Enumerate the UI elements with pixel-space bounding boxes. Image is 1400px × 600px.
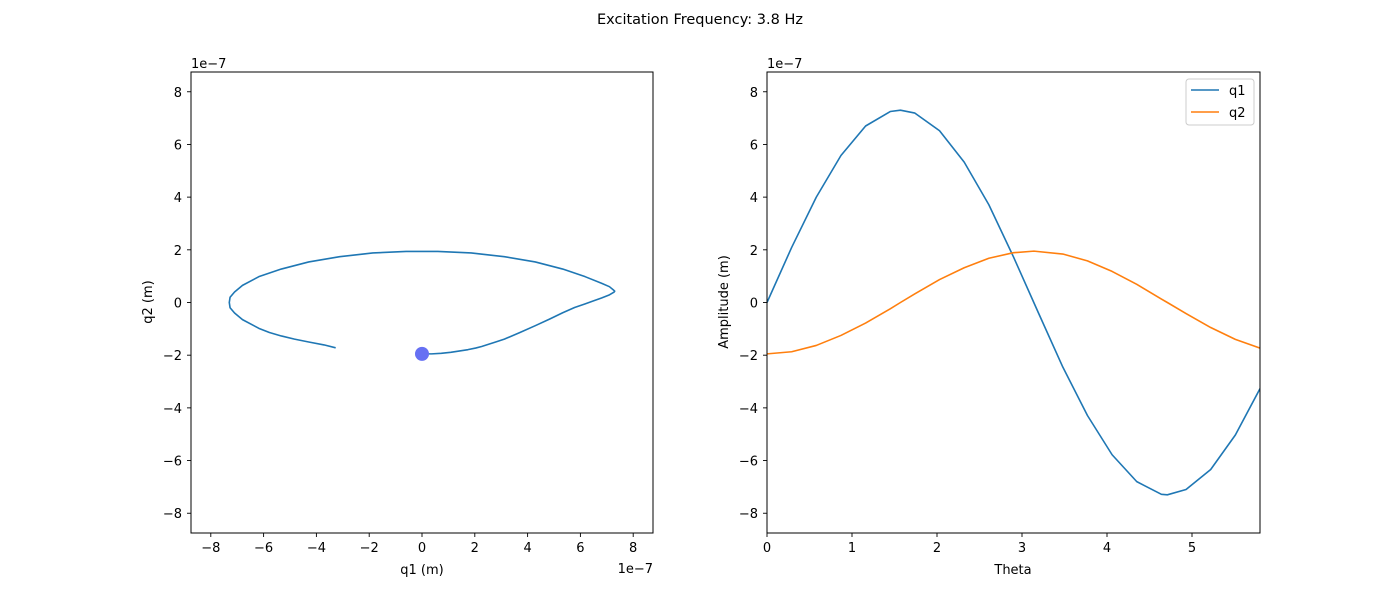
time-plot-x-tick-label: 5 <box>1188 541 1196 556</box>
time-plot-x-tick-label: 0 <box>763 541 771 556</box>
phase-plot-y-tick-label: 8 <box>174 86 182 101</box>
phase-plot: −8 −6 −4 −2 0 2 4 6 8 −8 −6 −4 −2 0 2 4 6 8 1e−7 1e−7 q1… <box>141 57 654 578</box>
phase-plot-y-tick-label: 0 <box>174 297 182 312</box>
phase-plot-x-tick-label: 0 <box>418 541 426 556</box>
phase-plot-x-tick-label: −2 <box>360 541 379 556</box>
phase-plot-x-tick-label: 8 <box>629 541 637 556</box>
phase-plot-y-tick-label: 4 <box>174 191 182 206</box>
phase-plot-y-tick-label: −6 <box>163 455 182 470</box>
phase-plot-x-tick-label: −6 <box>254 541 273 556</box>
phase-plot-y-tick-label: 6 <box>174 138 182 153</box>
time-plot-x-axis-label: Theta <box>993 563 1031 578</box>
time-plot-x-tick-label: 4 <box>1103 541 1111 556</box>
phase-plot-y-axis-label: q2 (m) <box>141 280 156 323</box>
time-plot-x-tick-label: 1 <box>848 541 856 556</box>
phase-plot-x-tick-label: −8 <box>201 541 220 556</box>
time-plot-y-tick-label: 2 <box>750 244 758 259</box>
legend-label-q1: q1 <box>1229 84 1246 99</box>
time-plot-y-axis-label: Amplitude (m) <box>717 255 732 349</box>
time-plot-y-tick-label: 4 <box>750 191 758 206</box>
time-plot-y-tick-label: 8 <box>750 86 758 101</box>
phase-plot-x-axis-label: q1 (m) <box>400 563 443 578</box>
time-plot-series-q1 <box>767 109 1260 496</box>
phase-plot-y-offset-text: 1e−7 <box>191 57 226 72</box>
figure-title: Excitation Frequency: 3.8 Hz <box>597 12 803 28</box>
time-plot-y-tick-label: −6 <box>739 455 758 470</box>
legend-label-q2: q2 <box>1229 106 1246 121</box>
time-plot-x-tick-label: 2 <box>933 541 941 556</box>
time-plot-y-tick-label: −8 <box>739 507 758 522</box>
phase-plot-x-offset-text: 1e−7 <box>618 562 653 577</box>
phase-plot-y-tick-label: −4 <box>163 402 182 417</box>
time-plot-y-tick-label: 0 <box>750 297 758 312</box>
phase-plot-y-tick-label: −2 <box>163 349 182 364</box>
phase-plot-x-tick-label: −4 <box>307 541 326 556</box>
time-plot-y-tick-label: −2 <box>739 349 758 364</box>
phase-plot-x-tick-label: 4 <box>523 541 531 556</box>
time-plot: 0 1 2 3 4 5 −8 −6 −4 −2 0 2 4 6 8 1e−7 Theta Amplitud… <box>717 57 1261 578</box>
legend: q1 q2 <box>1185 78 1255 126</box>
time-plot-y-tick-label: −4 <box>739 402 758 417</box>
time-plot-series-q2 <box>767 250 1260 355</box>
time-plot-y-tick-label: 6 <box>750 138 758 153</box>
time-plot-x-tick-label: 3 <box>1018 541 1026 556</box>
time-plot-y-offset-text: 1e−7 <box>767 57 802 72</box>
phase-plot-x-tick-label: 2 <box>471 541 479 556</box>
phase-plot-current-point-marker <box>415 346 429 361</box>
phase-plot-x-tick-label: 6 <box>576 541 584 556</box>
phase-plot-series-line-0 <box>228 250 616 355</box>
phase-plot-y-tick-label: −8 <box>163 507 182 522</box>
phase-plot-y-tick-label: 2 <box>174 244 182 259</box>
